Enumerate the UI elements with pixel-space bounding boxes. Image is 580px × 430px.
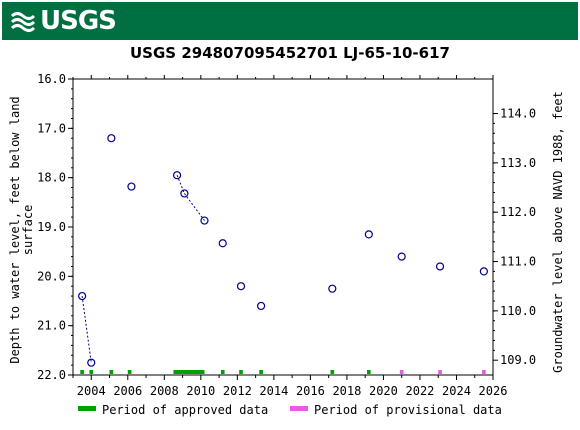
data-point: [479, 267, 488, 276]
x-tick-label: 2024: [442, 384, 471, 398]
y-tick-label: 20.0: [37, 269, 66, 283]
y-axis-label-left-line1: Depth to water level, feet below land: [8, 96, 22, 363]
provisional-period-bar: [438, 370, 442, 374]
data-point: [172, 171, 182, 180]
legend-approved-swatch: [78, 406, 96, 411]
x-tick-label: 2016: [296, 384, 325, 398]
data-point: [78, 291, 87, 301]
x-tick-label: 2012: [223, 384, 252, 398]
approved-period-bar: [173, 370, 205, 374]
legend-approved-label: Period of approved data: [102, 403, 268, 417]
data-point: [328, 284, 337, 293]
x-tick-label: 2008: [150, 384, 179, 398]
x-tick-label: 2026: [479, 384, 508, 398]
data-point: [127, 182, 136, 191]
usgs-logo-text: USGS: [40, 6, 117, 36]
y2-tick-label: 114.0: [500, 107, 536, 121]
x-tick-label: 2018: [332, 384, 361, 398]
y-tick-label: 17.0: [37, 121, 66, 135]
approved-period-bar: [239, 370, 243, 374]
approved-period-bar: [330, 370, 335, 374]
x-tick-label: 2006: [113, 384, 142, 398]
approved-period-bar: [109, 370, 114, 374]
data-point: [180, 189, 189, 198]
data-point: [364, 230, 373, 239]
approved-period-bar: [259, 370, 263, 374]
data-point: [435, 262, 445, 271]
x-tick-label: 2020: [369, 384, 398, 398]
usgs-wave-icon: [10, 12, 36, 32]
legend-provisional-swatch: [290, 406, 308, 411]
x-tick-label: 2010: [186, 384, 215, 398]
series-connector: [183, 193, 205, 221]
approved-period-bar: [220, 370, 225, 374]
chart-axes: [72, 78, 494, 376]
chart-ticks: 2004 2006 2008 2010 2012 2014 2016 2018 2020 2022…: [37, 72, 536, 398]
y-tick-label: 19.0: [37, 220, 66, 234]
data-point: [107, 134, 116, 143]
y-tick-label: 21.0: [37, 319, 66, 333]
approved-period-bar: [80, 370, 84, 374]
y2-tick-label: 109.0: [500, 353, 536, 367]
y-tick-label: 18.0: [37, 171, 66, 185]
y2-tick-label: 111.0: [500, 255, 536, 269]
provisional-period-bar: [482, 370, 486, 374]
series-points: [78, 134, 488, 367]
y2-tick-label: 110.0: [500, 304, 536, 318]
y2-tick-label: 113.0: [500, 156, 536, 170]
data-point: [200, 216, 209, 225]
approved-period-bar: [367, 370, 371, 374]
legend: Period of approved data Period of provisi…: [78, 403, 502, 417]
x-tick-label: 2022: [406, 384, 435, 398]
series-connector: [81, 295, 92, 363]
usgs-logo[interactable]: USGS: [10, 6, 117, 36]
data-point: [256, 301, 266, 311]
data-point: [218, 239, 227, 248]
data-point: [397, 252, 406, 261]
y-axis-label-right: Groundwater level above NAVD 1988, feet: [551, 91, 565, 373]
y-tick-label: 16.0: [37, 72, 66, 86]
y-tick-label: 22.0: [37, 368, 66, 382]
chart-title: USGS 294807095452701 LJ-65-10-617: [130, 44, 450, 62]
usgs-banner: USGS: [2, 2, 578, 40]
data-point: [87, 358, 96, 367]
approval-bars: [80, 370, 486, 374]
x-tick-label: 2004: [77, 384, 106, 398]
y2-tick-label: 112.0: [500, 205, 536, 219]
data-point: [236, 282, 246, 291]
approved-period-bar: [89, 370, 94, 374]
approved-period-bar: [127, 370, 132, 374]
y-axis-label-left-line2: surface: [21, 205, 35, 256]
plot-frame: [72, 78, 494, 376]
x-tick-label: 2014: [259, 384, 288, 398]
legend-provisional-label: Period of provisional data: [314, 403, 502, 417]
series-lines: [81, 175, 205, 363]
provisional-period-bar: [399, 370, 404, 374]
